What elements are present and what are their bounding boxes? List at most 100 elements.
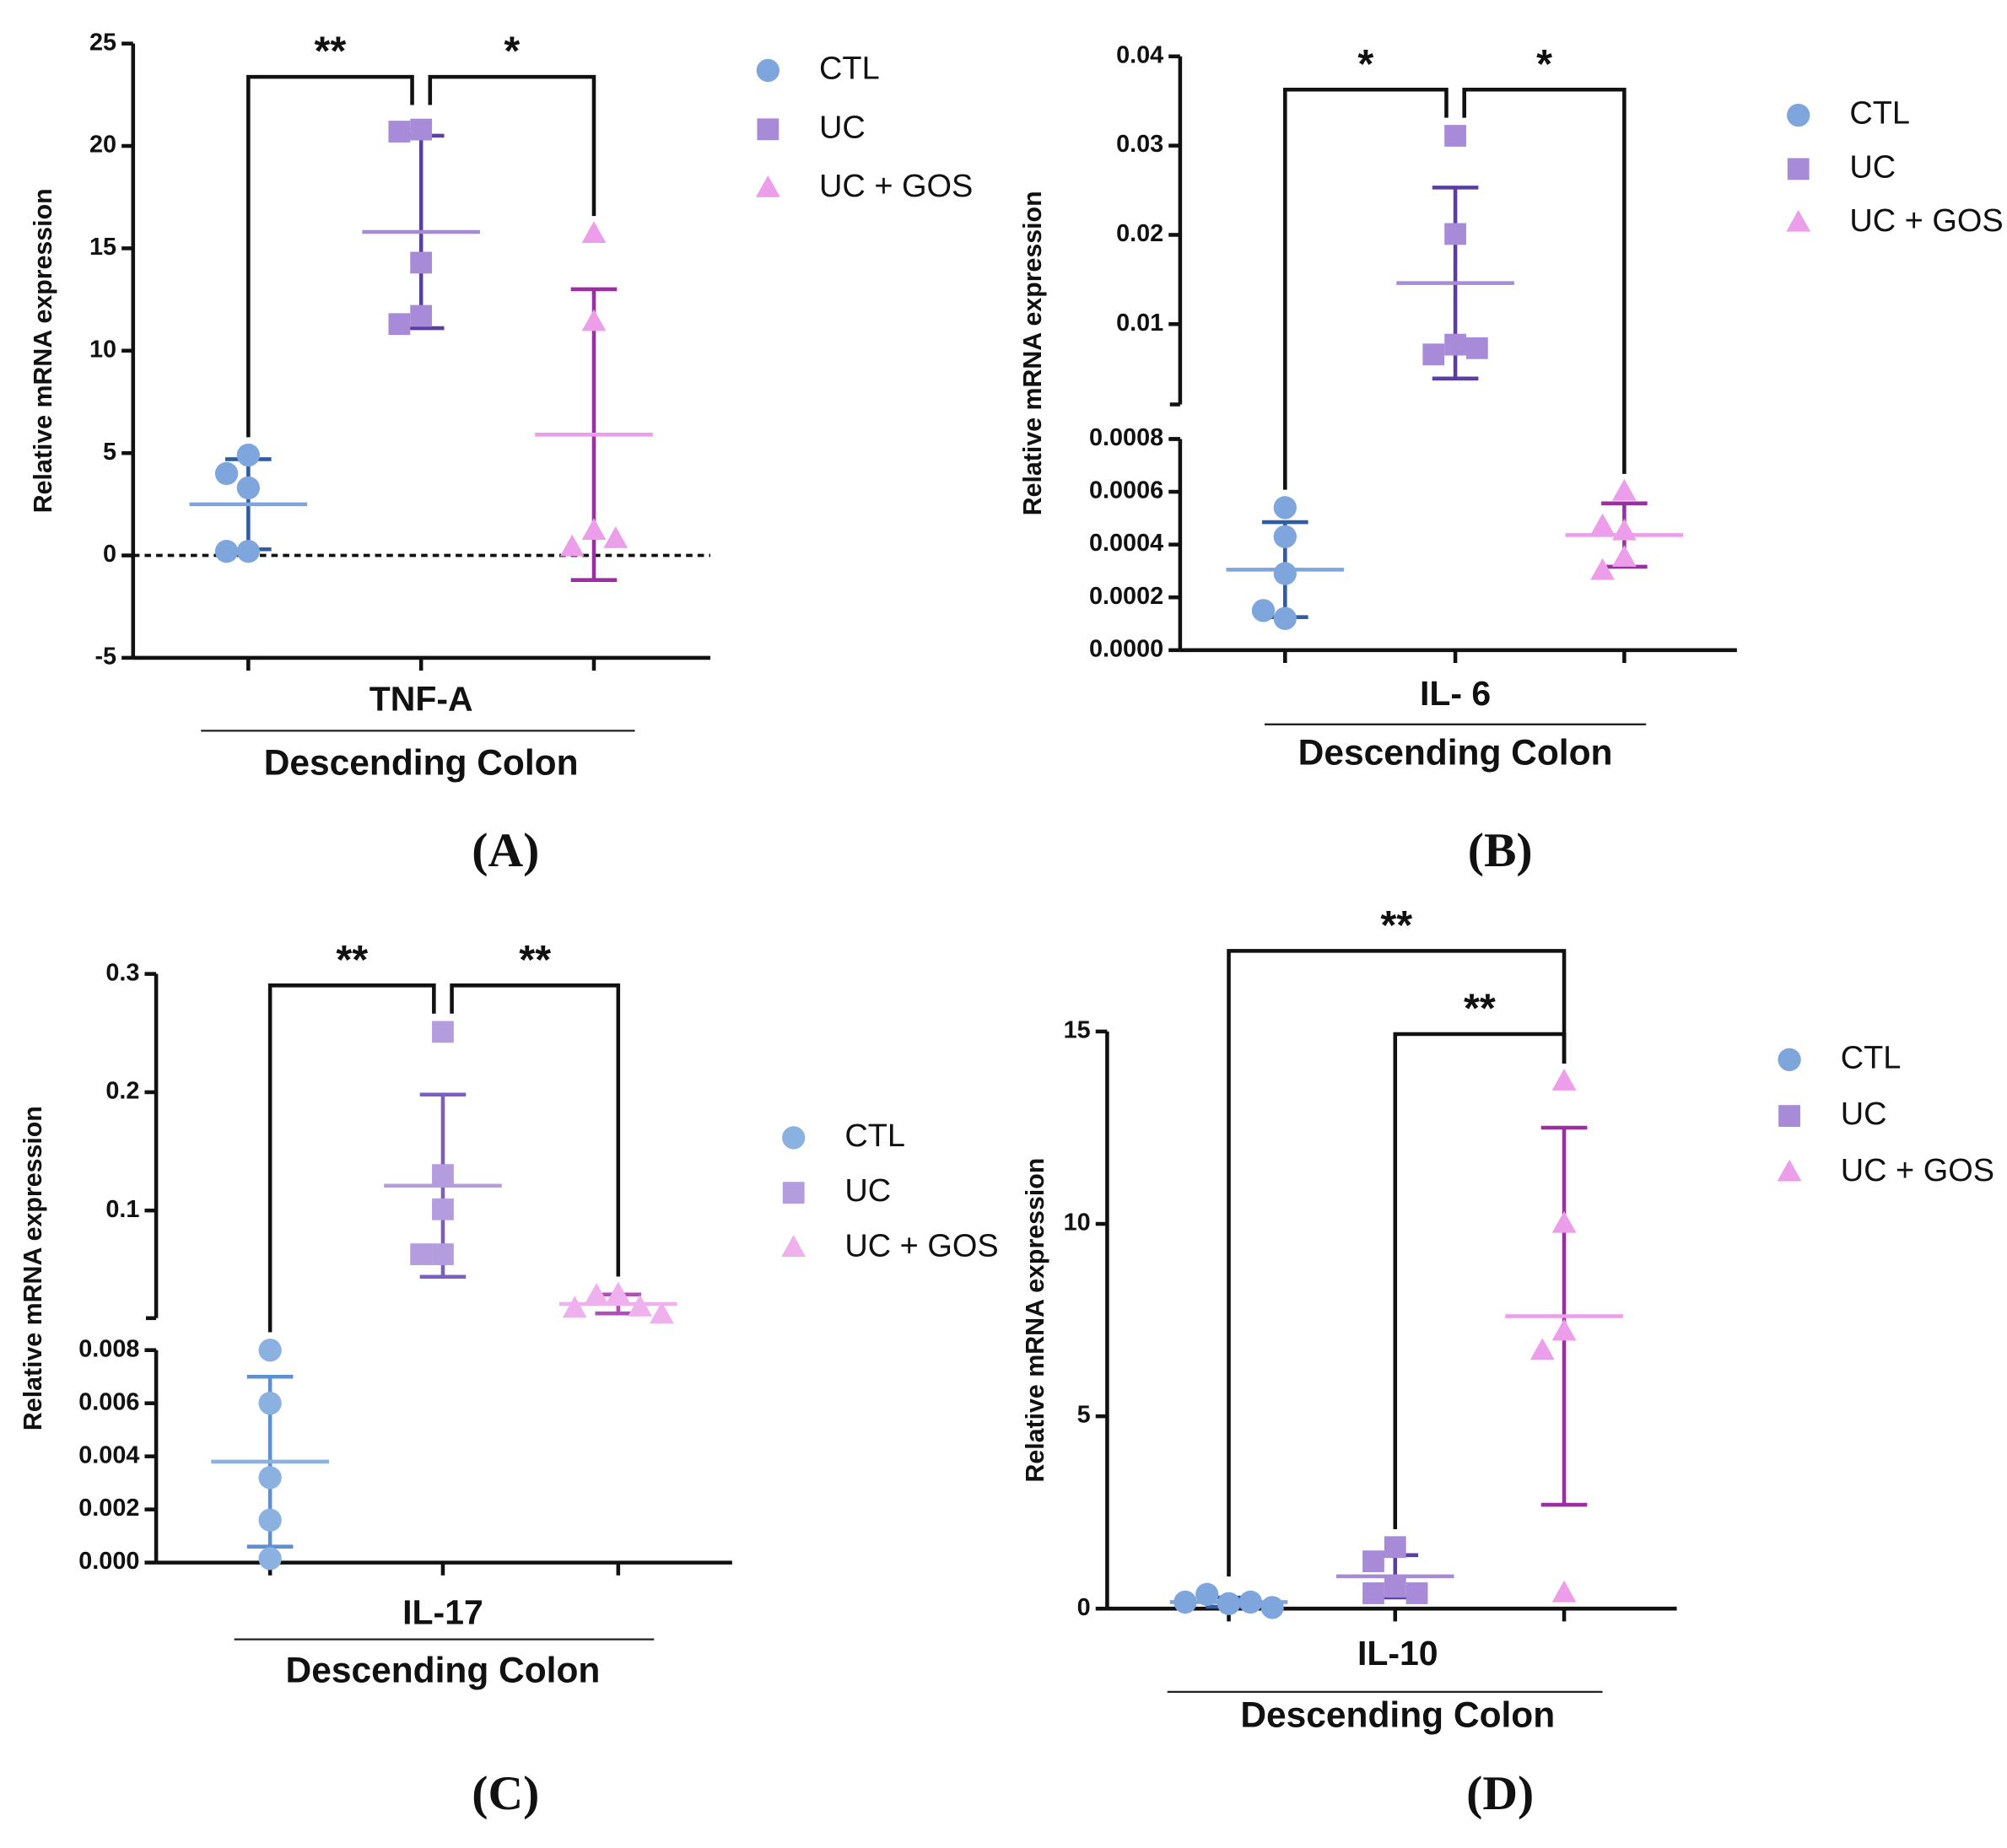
data-point (1444, 125, 1466, 147)
data-point (1260, 1596, 1284, 1619)
data-point (1422, 343, 1445, 366)
y-tick-label: 10 (89, 336, 116, 363)
panel-label: (B) (1468, 824, 1533, 877)
data-point (432, 1243, 454, 1265)
data-point (581, 518, 607, 541)
y-tick-label: 0.04 (1116, 41, 1163, 68)
data-point (410, 118, 433, 141)
data-point (388, 121, 411, 143)
data-point (1384, 1576, 1406, 1598)
y-tick-label: 0 (1077, 1594, 1091, 1621)
data-point (1273, 525, 1297, 548)
data-point (236, 443, 260, 467)
data-point (1611, 518, 1637, 541)
y-tick-label: 15 (1064, 1017, 1091, 1044)
y-axis-label: Relative mRNA expression (1022, 1158, 1049, 1483)
data-point (1530, 1338, 1555, 1360)
group-label: Descending Colon (264, 744, 579, 784)
significance-bracket (428, 74, 596, 217)
legend-marker (757, 118, 780, 141)
legend-label: UC + GOS (1841, 1153, 1994, 1188)
group-label: Descending Colon (1298, 733, 1613, 773)
data-point (649, 1301, 674, 1324)
significance-label: ** (519, 937, 551, 983)
panel-label: (C) (472, 1767, 539, 1820)
data-point (1362, 1550, 1384, 1572)
panel-label: (A) (472, 824, 539, 877)
significance-label: * (1357, 41, 1373, 87)
data-point (603, 525, 629, 548)
significance-bracket (1283, 87, 1449, 490)
y-tick-label: 0 (103, 541, 116, 568)
legend-marker (1787, 103, 1810, 127)
y-tick-label: 0.0004 (1089, 530, 1163, 557)
category-label: IL- 6 (1420, 674, 1491, 713)
data-point (1273, 496, 1297, 520)
significance-label: ** (315, 29, 347, 74)
data-point (1405, 1582, 1428, 1604)
y-tick-label: 0.008 (78, 1335, 139, 1362)
data-point (1590, 513, 1615, 536)
data-point (1444, 223, 1466, 245)
legend-marker (781, 1235, 807, 1257)
category-label: IL-10 (1357, 1634, 1438, 1673)
legend-label: UC (844, 1173, 891, 1209)
y-tick-label: 0.01 (1116, 310, 1163, 337)
data-point (258, 1466, 282, 1490)
data-point (236, 540, 260, 563)
significance-bracket (450, 983, 621, 1277)
y-axis-label: Relative mRNA expression (1019, 191, 1047, 515)
group-label: Descending Colon (1240, 1695, 1555, 1735)
category-label: TNF-A (370, 679, 473, 718)
legend-marker (1786, 209, 1811, 232)
legend-marker (782, 1182, 805, 1204)
legend-label: CTL (1841, 1040, 1902, 1075)
legend-marker (756, 58, 780, 83)
data-point (1551, 1318, 1577, 1341)
data-point (1465, 337, 1488, 359)
panel-label: (D) (1466, 1767, 1534, 1820)
significance-bracket (267, 983, 436, 1333)
legend-label: UC + GOS (1849, 203, 2003, 239)
significance-label: * (504, 29, 520, 74)
significance-bracket (1393, 1032, 1567, 1529)
y-tick-label: 0.0006 (1089, 477, 1163, 504)
data-point (1590, 558, 1615, 580)
data-point (1173, 1590, 1197, 1614)
legend-label: CTL (819, 51, 880, 87)
legend-marker (755, 175, 780, 197)
legend-label: UC (1841, 1096, 1887, 1132)
y-tick-label: 0.03 (1116, 131, 1163, 158)
significance-bracket (1227, 949, 1567, 1577)
y-tick-label: 0.2 (105, 1078, 139, 1105)
data-point (1551, 1069, 1577, 1091)
data-point (1195, 1582, 1219, 1606)
y-tick-label: 0.0008 (1089, 424, 1163, 451)
data-point (258, 1508, 282, 1532)
y-tick-label: 15 (89, 234, 116, 261)
legend-label: CTL (1849, 96, 1910, 132)
y-tick-label: 0.1 (105, 1196, 139, 1223)
significance-label: ** (1380, 902, 1412, 948)
y-tick-label: 5 (1077, 1402, 1091, 1429)
group-label: Descending Colon (286, 1651, 601, 1690)
legend-marker (1778, 1105, 1800, 1127)
data-point (214, 540, 239, 563)
data-point (581, 309, 607, 331)
data-point (1384, 1536, 1406, 1559)
data-point (410, 304, 433, 327)
legend-label: UC + GOS (844, 1228, 998, 1263)
y-tick-label: 0.002 (78, 1495, 139, 1522)
y-axis-label: Relative mRNA expression (19, 1106, 47, 1430)
significance-label: ** (1464, 985, 1496, 1031)
y-tick-label: 0.3 (105, 959, 139, 986)
y-tick-label: 20 (89, 132, 116, 159)
data-point (1444, 333, 1466, 356)
data-point (388, 313, 411, 336)
data-point (562, 1296, 587, 1318)
data-point (432, 1198, 454, 1220)
data-point (606, 1281, 631, 1304)
data-point (584, 1282, 609, 1305)
